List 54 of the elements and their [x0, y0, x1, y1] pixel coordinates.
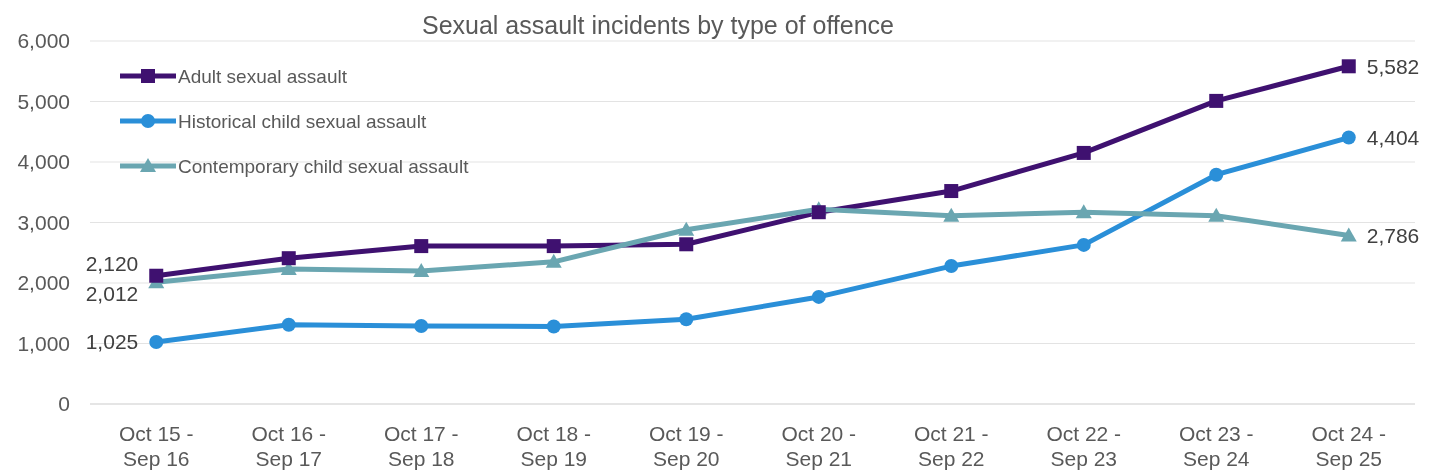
legend-label: Contemporary child sexual assault — [178, 155, 470, 177]
point — [414, 239, 429, 254]
point — [281, 317, 296, 332]
data-label: 2,012 — [85, 282, 139, 306]
point — [679, 237, 694, 252]
x-tick-label: Oct 18 - Sep 19 — [516, 422, 592, 470]
point — [413, 262, 430, 277]
point — [943, 207, 960, 222]
y-tick-label: 6,000 — [17, 29, 70, 53]
data-label: 2,786 — [1366, 223, 1420, 247]
point — [546, 239, 561, 254]
point — [281, 251, 296, 266]
x-tick-label: Oct 15 - Sep 16 — [118, 422, 194, 470]
point — [1341, 59, 1356, 74]
x-tick-label: Oct 24 - Sep 25 — [1311, 422, 1387, 470]
point — [545, 253, 562, 268]
point — [1076, 145, 1091, 160]
x-tick-label: Oct 23 - Sep 24 — [1178, 422, 1254, 470]
point — [1208, 207, 1225, 222]
point — [811, 205, 826, 220]
point — [1340, 227, 1357, 242]
point — [1209, 93, 1224, 108]
point — [679, 312, 694, 327]
y-tick-label: 2,000 — [17, 271, 70, 295]
point — [811, 289, 826, 304]
point — [149, 334, 164, 349]
y-tick-label: 5,000 — [17, 89, 70, 113]
x-tick-label: Oct 21 - Sep 22 — [913, 422, 989, 470]
point — [1075, 204, 1092, 219]
point — [546, 319, 561, 334]
y-tick-label: 0 — [58, 392, 70, 416]
y-tick-label: 3,000 — [17, 210, 70, 234]
x-tick-label: Oct 16 - Sep 17 — [251, 422, 327, 470]
data-label: 2,120 — [85, 252, 139, 276]
x-tick-label: Oct 20 - Sep 21 — [781, 422, 857, 470]
point — [944, 184, 959, 199]
point — [414, 318, 429, 333]
point — [1076, 237, 1091, 252]
data-label: 4,404 — [1366, 125, 1420, 149]
point — [678, 221, 695, 236]
point — [1209, 167, 1224, 182]
point — [149, 268, 164, 283]
point — [944, 259, 959, 274]
point — [1341, 130, 1356, 145]
x-tick-label: Oct 17 - Sep 18 — [383, 422, 459, 470]
y-tick-label: 1,000 — [17, 331, 70, 355]
chart-title: Sexual assault incidents by type of offence — [421, 11, 895, 39]
x-tick-label: Oct 19 - Sep 20 — [648, 422, 724, 470]
legend-label: Adult sexual assault — [178, 65, 348, 87]
legend-label: Historical child sexual assault — [178, 110, 427, 132]
data-label: 1,025 — [85, 330, 139, 354]
y-tick-label: 4,000 — [17, 150, 70, 174]
x-tick-label: Oct 22 - Sep 23 — [1046, 422, 1122, 470]
data-label: 5,582 — [1366, 54, 1420, 78]
